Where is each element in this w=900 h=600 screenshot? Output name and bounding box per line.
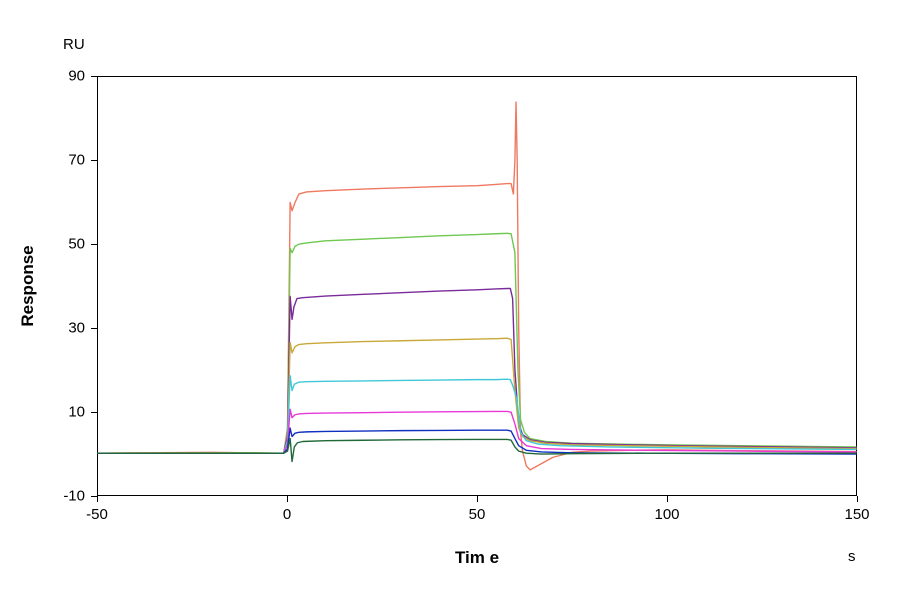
- x-tick-label: 100: [654, 506, 679, 523]
- series-trace-4: [98, 338, 856, 453]
- y-tick-label: 90: [68, 68, 85, 85]
- x-tick: [97, 496, 98, 502]
- x-tick-label: -50: [86, 506, 108, 523]
- y-tick-label: -10: [63, 488, 85, 505]
- y-tick-label: 30: [68, 320, 85, 337]
- y-tick: [91, 496, 97, 497]
- y-tick-label: 50: [68, 236, 85, 253]
- x-tick: [287, 496, 288, 502]
- x-axis-title: Tim e: [455, 548, 499, 568]
- y-tick: [91, 160, 97, 161]
- x-unit-label: s: [848, 548, 856, 565]
- y-tick: [91, 76, 97, 77]
- y-tick: [91, 328, 97, 329]
- plot-area: [97, 76, 857, 496]
- y-unit-label: RU: [63, 36, 85, 53]
- x-tick-label: 0: [283, 506, 291, 523]
- x-tick: [477, 496, 478, 502]
- y-tick-label: 70: [68, 152, 85, 169]
- y-tick: [91, 244, 97, 245]
- y-axis-title: Response: [18, 245, 38, 326]
- series-trace-1: [98, 102, 856, 470]
- series-trace-2: [98, 233, 856, 453]
- series-trace-5: [98, 376, 856, 453]
- x-tick: [667, 496, 668, 502]
- x-tick-label: 50: [469, 506, 486, 523]
- x-tick-label: 150: [844, 506, 869, 523]
- series-trace-3: [98, 289, 856, 454]
- y-tick: [91, 412, 97, 413]
- x-tick: [857, 496, 858, 502]
- y-tick-label: 10: [68, 404, 85, 421]
- series-layer: [98, 77, 856, 495]
- chart-container: RU Response -50 0 50 100 150 -10 10 30 50 70 90 Ti…: [0, 0, 900, 600]
